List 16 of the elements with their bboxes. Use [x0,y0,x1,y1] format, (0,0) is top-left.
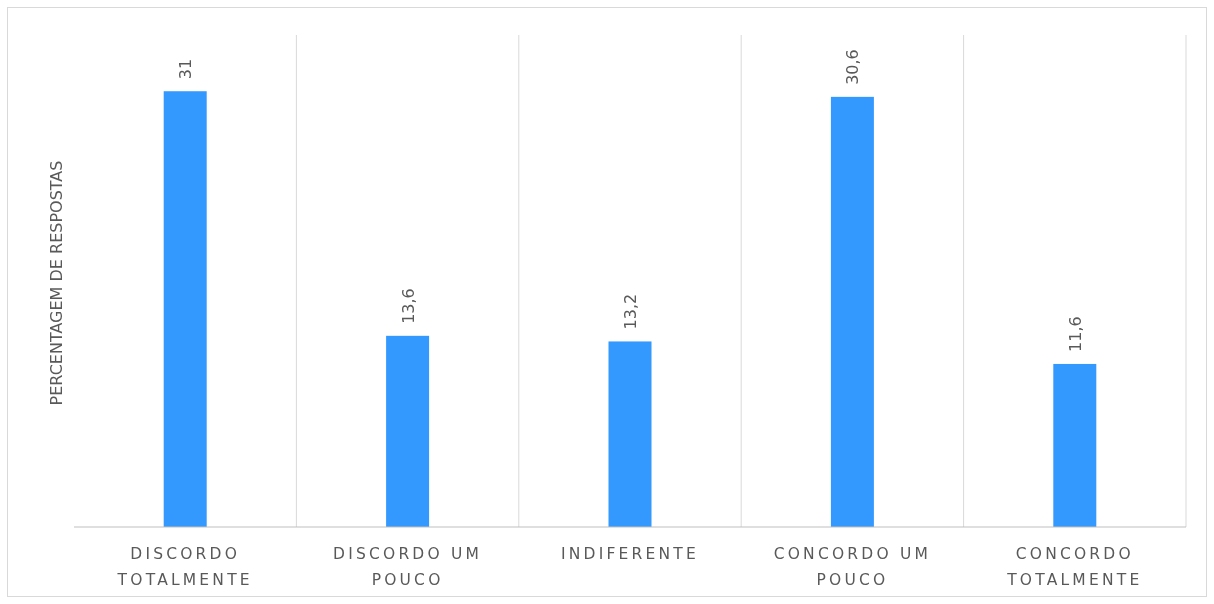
data-label: 13,6 [398,288,418,324]
data-label: 13,2 [621,293,640,330]
x-tick-label: INDIFERENTE [560,545,700,563]
x-tick-label: CONCORDO TOTALMENTE [1006,545,1143,589]
data-label: 31 [176,58,196,80]
bar [1053,363,1097,527]
bar [386,335,430,527]
data-label: 11,6 [1065,316,1085,352]
y-axis-title: PERCENTAGEM DE RESPOSTAS [47,160,66,406]
x-tick-label: DISCORDO UM POUCO [333,545,483,589]
bar [608,341,652,527]
x-tick-label: CONCORDO UM POUCO [773,545,932,589]
data-label: 30,6 [843,49,863,85]
x-tick-label: DISCORDO TOTALMENTE [116,545,253,589]
bar [163,91,207,527]
bar [830,96,874,527]
